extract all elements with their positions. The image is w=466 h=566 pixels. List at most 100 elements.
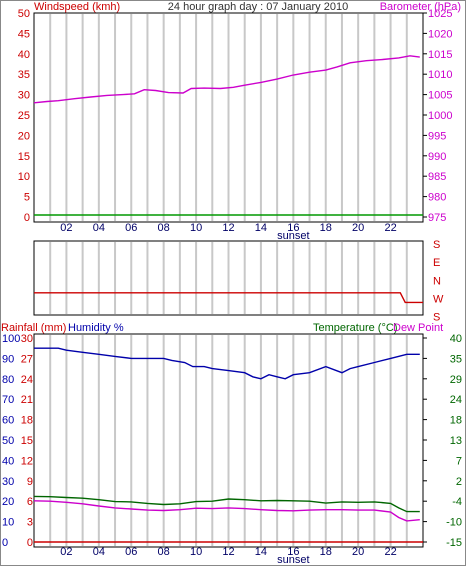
humidity-tick-label: 30: [2, 476, 14, 488]
rainfall-tick-label: 3: [27, 517, 33, 529]
barometer-tick-label: 1015: [428, 49, 452, 61]
temperature-tick-labels: -15 -10 -4 2 7 13 18 24 29 35 40: [423, 333, 462, 549]
hour-tick-label: 20: [352, 222, 364, 234]
temperature-tick-label: 29: [450, 374, 462, 386]
hour-tick-label: 02: [60, 222, 72, 234]
dewpoint-axis-label: Dew Point: [393, 322, 443, 334]
temperature-line: [33, 495, 420, 513]
hour-tick-label: 22: [384, 546, 396, 558]
wind-direction-series: [34, 292, 423, 304]
hour-tick-label: 06: [125, 546, 137, 558]
humidity-tick-label: 80: [2, 374, 14, 386]
rainfall-tick-label: 21: [21, 394, 33, 406]
windspeed-tick-label: 30: [18, 90, 30, 102]
humidity-tick-label: 40: [2, 455, 14, 467]
windspeed-tick-label: 0: [24, 212, 30, 224]
temperature-tick-label: -4: [452, 496, 462, 508]
barometer-line: [33, 55, 420, 104]
barometer-tick-label: 1005: [428, 90, 452, 102]
hour-tick-labels-bottom: 02 04 06 08 10 12 14 16 18 20 22 sunset: [60, 546, 396, 566]
hour-tick-label: 02: [60, 546, 72, 558]
rainfall-tick-label: 18: [21, 415, 33, 427]
rainfall-tick-label: 30: [21, 333, 33, 345]
temperature-tick-label: 35: [450, 353, 462, 365]
barometer-tick-label: 1010: [428, 69, 452, 81]
windspeed-tick-label: 35: [18, 69, 30, 81]
temperature-tick-label: 7: [456, 455, 462, 467]
hour-tick-label: 04: [93, 222, 105, 234]
compass-label: N: [433, 275, 441, 287]
wind-barometer-series: [33, 55, 423, 216]
rainfall-tick-label: 0: [27, 537, 33, 549]
temperature-tick-label: 24: [450, 394, 462, 406]
hour-tick-label: 14: [255, 222, 267, 234]
temperature-tick-label: -15: [446, 537, 462, 549]
hour-tick-label: 22: [384, 222, 396, 234]
windspeed-tick-label: 25: [18, 110, 30, 122]
barometer-tick-label: 990: [428, 151, 446, 163]
hour-tick-label: 20: [352, 546, 364, 558]
temperature-tick-label: 13: [450, 435, 462, 447]
barometer-tick-label: 975: [428, 212, 446, 224]
humidity-line: [34, 347, 420, 380]
windspeed-tick-label: 10: [18, 171, 30, 183]
dewpoint-line: [33, 500, 420, 522]
windspeed-tick-label: 5: [24, 192, 30, 204]
temperature-axis-label: Temperature (°C): [313, 322, 397, 334]
rainfall-tick-label: 6: [27, 496, 33, 508]
windspeed-tick-label: 45: [18, 28, 30, 40]
rainfall-tick-label: 24: [21, 374, 33, 386]
hour-tick-labels-top: 02 04 06 08 10 12 14 16 18 20 22 sunset: [60, 222, 396, 242]
compass-label: S: [433, 239, 440, 251]
rainfall-tick-labels: 0 3 6 9 12 15 18 21 24 27 30: [21, 333, 33, 549]
humidity-tick-label: 0: [2, 537, 8, 549]
humidity-tick-label: 50: [2, 435, 14, 447]
windspeed-tick-label: 15: [18, 151, 30, 163]
temperature-tick-label: 2: [456, 476, 462, 488]
sunset-marker-label: sunset: [277, 554, 309, 566]
rainfall-tick-label: 9: [27, 476, 33, 488]
compass-label: E: [433, 257, 440, 269]
windspeed-tick-label: 50: [18, 8, 30, 20]
barometer-tick-label: 980: [428, 192, 446, 204]
humidity-tick-label: 90: [2, 353, 14, 365]
rain-humidity-temperature-series: [33, 347, 423, 543]
hour-tick-label: 10: [190, 222, 202, 234]
hour-tick-label: 08: [158, 546, 170, 558]
humidity-tick-label: 60: [2, 415, 14, 427]
temperature-tick-label: 18: [450, 415, 462, 427]
hour-tick-label: 04: [93, 546, 105, 558]
wind-direction-line: [34, 292, 423, 304]
windspeed-axis-label: Windspeed (kmh): [34, 1, 120, 13]
compass-label: S: [433, 312, 440, 324]
humidity-tick-label: 20: [2, 496, 14, 508]
temperature-tick-label: -10: [446, 517, 462, 529]
barometer-tick-label: 985: [428, 171, 446, 183]
humidity-tick-label: 100: [2, 333, 20, 345]
barometer-axis-label: Barometer (hPa): [380, 1, 461, 13]
sunset-marker-label: sunset: [277, 230, 309, 242]
rainfall-tick-label: 27: [21, 353, 33, 365]
wind-barometer-gridlines: [49, 14, 408, 221]
rainfall-axis-label: Rainfall (mm): [1, 322, 66, 334]
hour-tick-label: 12: [222, 546, 234, 558]
hour-tick-label: 10: [190, 546, 202, 558]
wind-direction-gridlines: [49, 242, 408, 314]
humidity-tick-label: 70: [2, 394, 14, 406]
humidity-axis-label: Humidity %: [68, 322, 124, 334]
hour-tick-label: 16: [287, 546, 299, 558]
hour-tick-label: 12: [222, 222, 234, 234]
hour-tick-label: 14: [255, 546, 267, 558]
barometer-tick-label: 1000: [428, 110, 452, 122]
hour-tick-label: 08: [158, 222, 170, 234]
graph-title: 24 hour graph day : 07 January 2010: [168, 1, 348, 13]
hour-tick-label: 06: [125, 222, 137, 234]
rainfall-tick-label: 15: [21, 435, 33, 447]
temperature-tick-label: 40: [450, 333, 462, 345]
barometer-tick-label: 995: [428, 130, 446, 142]
rainfall-tick-label: 12: [21, 455, 33, 467]
